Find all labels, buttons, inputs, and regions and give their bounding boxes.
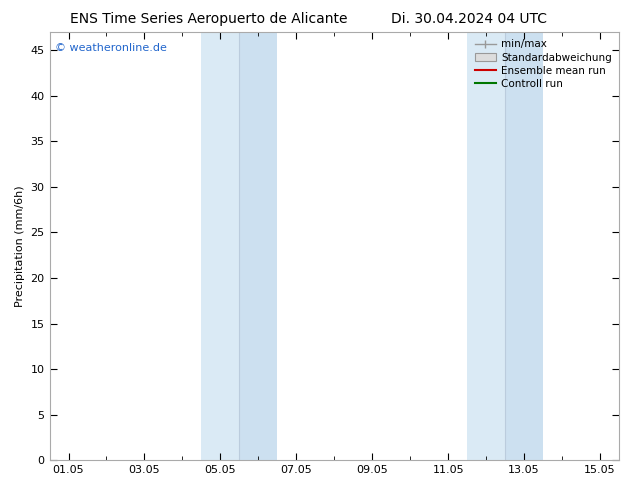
Legend: min/max, Standardabweichung, Ensemble mean run, Controll run: min/max, Standardabweichung, Ensemble me… bbox=[471, 35, 616, 93]
Bar bbox=[467, 32, 505, 460]
Text: © weatheronline.de: © weatheronline.de bbox=[55, 43, 167, 53]
Bar bbox=[202, 32, 240, 460]
Bar bbox=[505, 32, 543, 460]
Text: Di. 30.04.2024 04 UTC: Di. 30.04.2024 04 UTC bbox=[391, 12, 547, 26]
Text: ENS Time Series Aeropuerto de Alicante: ENS Time Series Aeropuerto de Alicante bbox=[70, 12, 348, 26]
Bar bbox=[240, 32, 277, 460]
Y-axis label: Precipitation (mm/6h): Precipitation (mm/6h) bbox=[15, 185, 25, 307]
